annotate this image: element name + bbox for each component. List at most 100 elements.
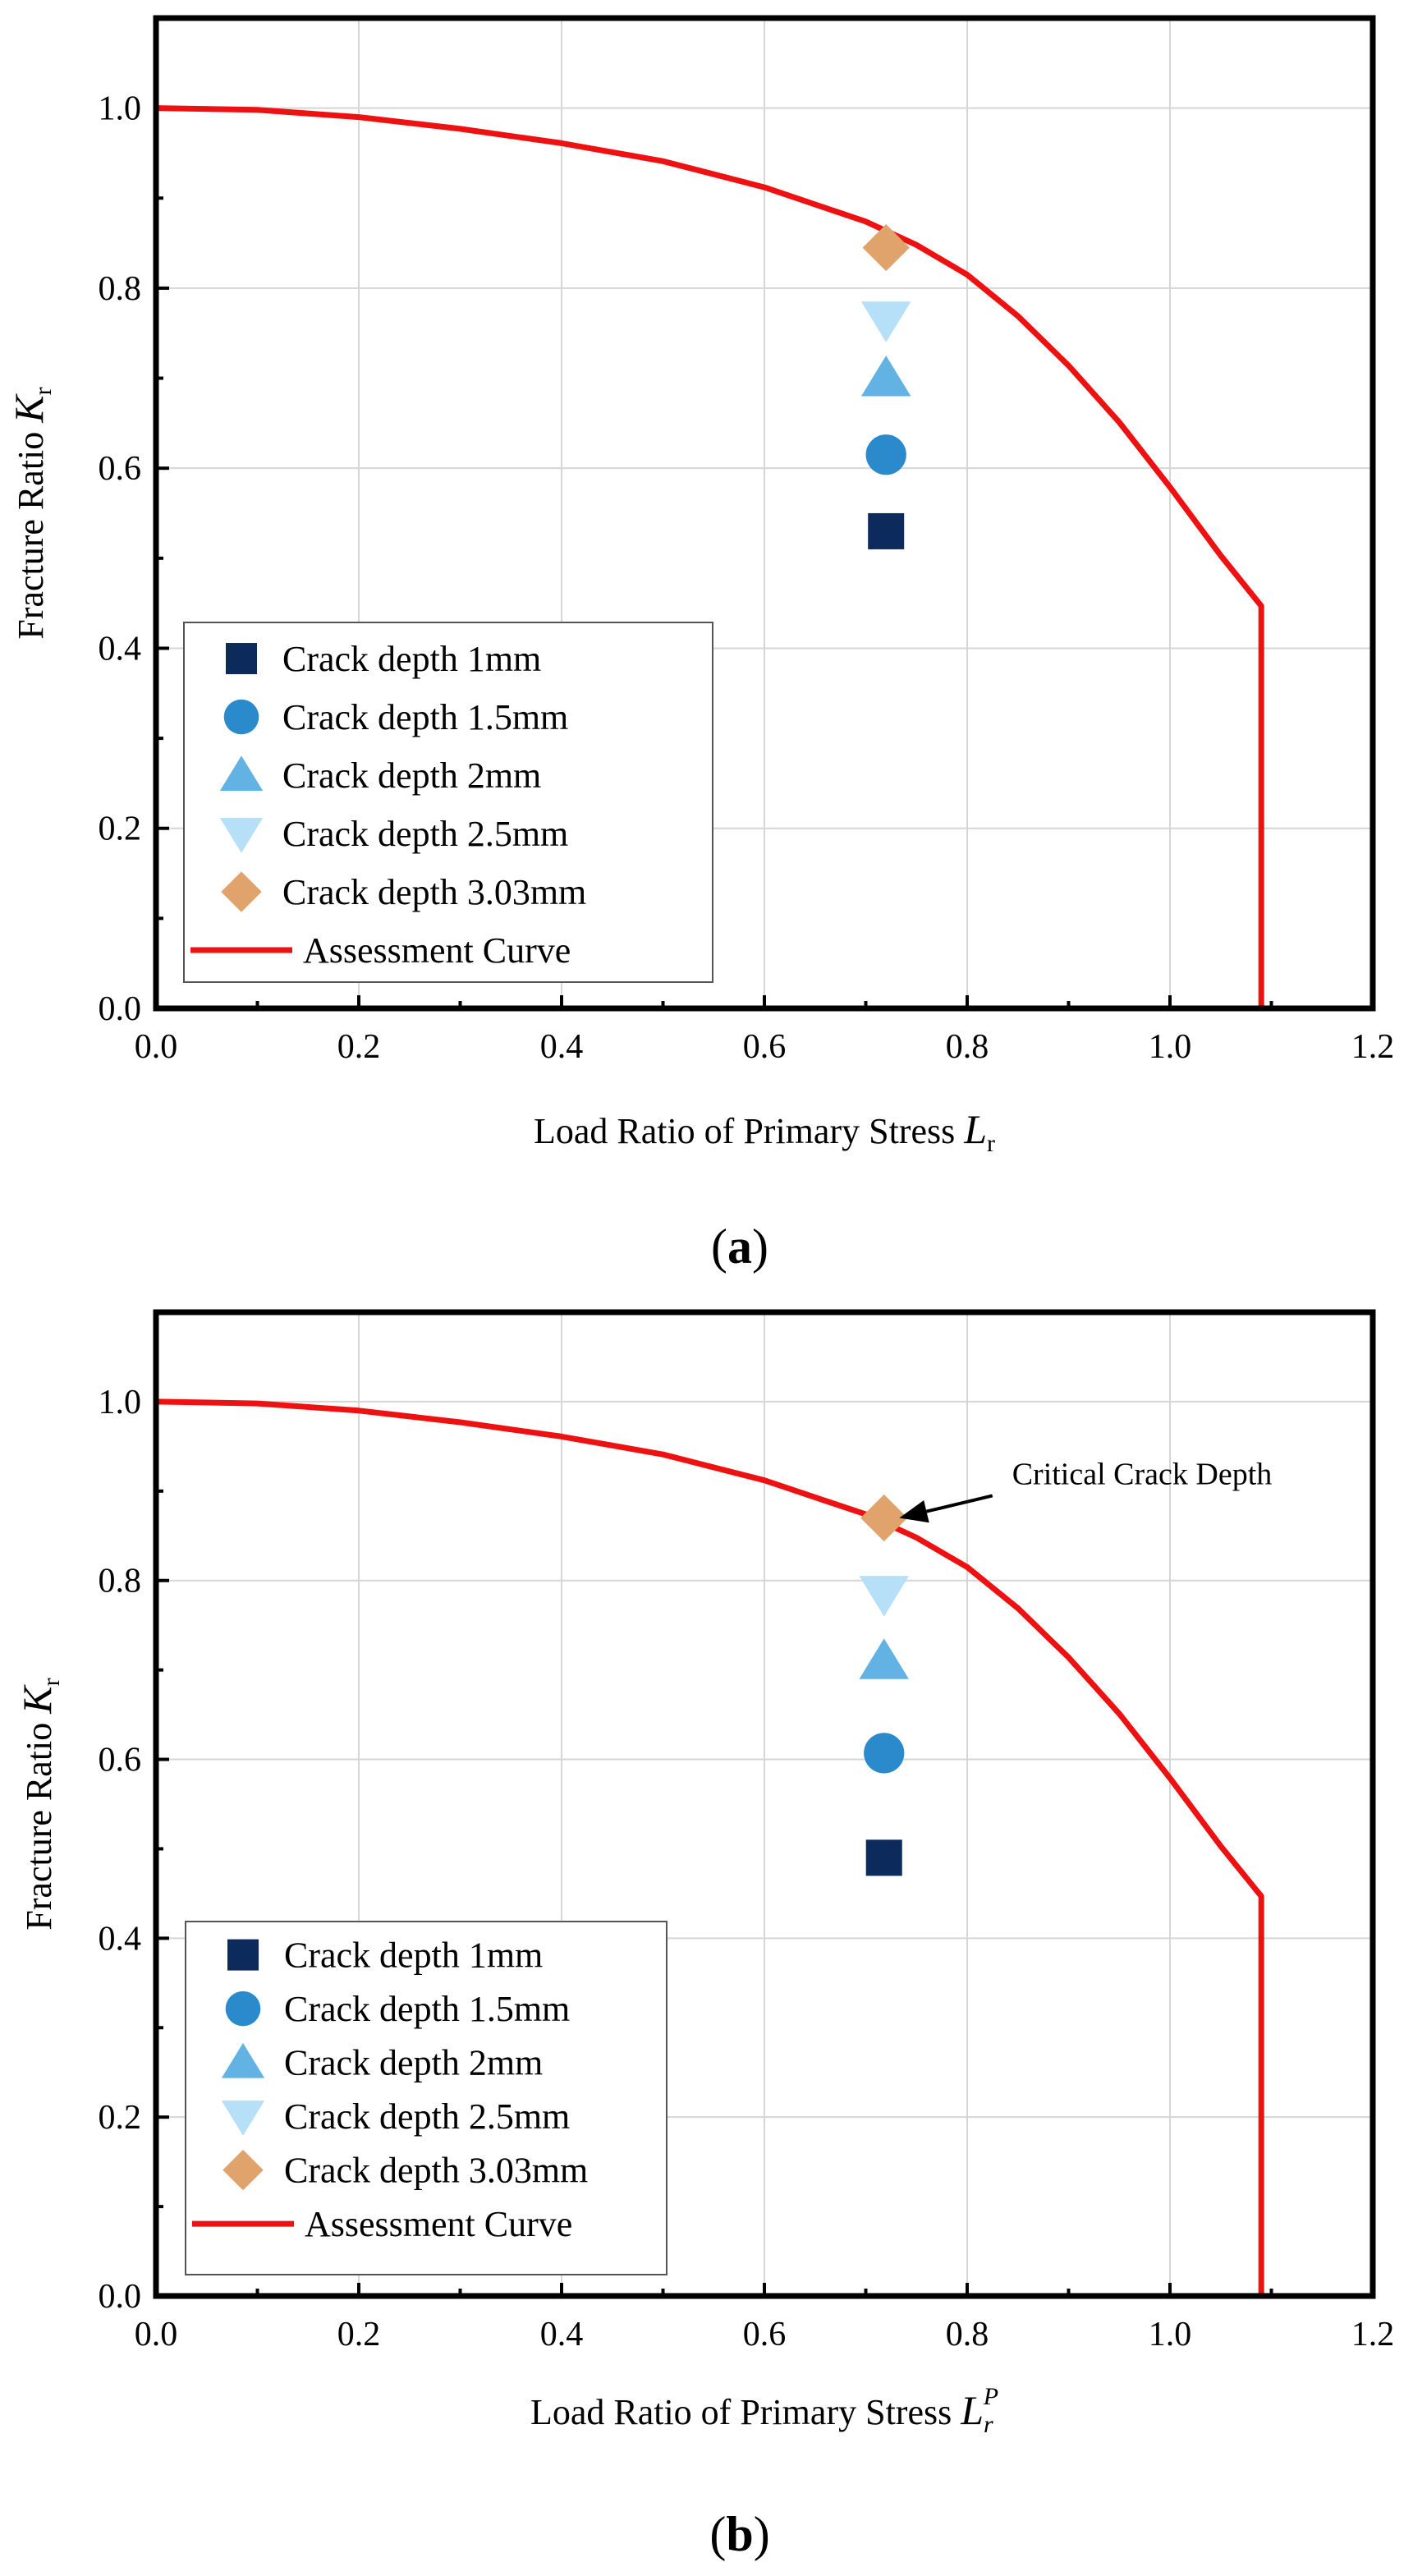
data-point-square bbox=[868, 512, 905, 549]
data-point-triangle-up bbox=[859, 1638, 909, 1679]
legend-marker-triangle-up bbox=[221, 2042, 265, 2078]
legend-label: Crack depth 1.5mm bbox=[284, 1989, 570, 2029]
legend-label: Crack depth 3.03mm bbox=[282, 872, 586, 912]
x-tick-label: 0.4 bbox=[540, 1028, 584, 1066]
data-points bbox=[859, 1494, 909, 1876]
caption-open: ( bbox=[711, 1219, 727, 1274]
x-tick-label: 0.2 bbox=[337, 2316, 381, 2353]
x-axis-label: Load Ratio of Primary Stress Lr bbox=[534, 1106, 995, 1157]
x-tick-label: 0.8 bbox=[946, 2316, 989, 2353]
y-tick-label: 0.8 bbox=[99, 1563, 142, 1600]
legend-label: Crack depth 1.5mm bbox=[282, 697, 568, 737]
x-tick-label: 1.2 bbox=[1351, 1028, 1395, 1066]
chart-b: 0.0 0.2 0.4 0.6 0.8 1.0 1.2 0.0 0.2 0.4 0.6 0.8 1.0 C… bbox=[14, 1309, 1395, 2561]
y-tick-label: 1.0 bbox=[99, 90, 142, 128]
caption-letter: b bbox=[726, 2507, 753, 2561]
legend-label: Crack depth 2mm bbox=[284, 2043, 543, 2083]
annotation-arrow-line bbox=[925, 1494, 993, 1513]
data-point-triangle-down bbox=[860, 301, 911, 342]
data-point-circle bbox=[865, 434, 906, 475]
legend: Crack depth 1mm Crack depth 1.5mm Crack de… bbox=[185, 1921, 668, 2275]
y-tick-label: 0.0 bbox=[99, 990, 142, 1028]
x-tick-label: 0.0 bbox=[135, 2316, 178, 2353]
x-tick-label: 0.4 bbox=[540, 2316, 584, 2353]
x-tick-label: 1.0 bbox=[1149, 1028, 1192, 1066]
legend: Crack depth 1mm Crack depth 1.5mm Crack de… bbox=[183, 622, 713, 983]
legend-marker-triangle-down bbox=[219, 818, 264, 853]
legend-label: Assessment Curve bbox=[303, 930, 571, 971]
assessment-curve bbox=[155, 1398, 1264, 2296]
data-point-triangle-up bbox=[860, 356, 911, 397]
x-tick-label: 0.2 bbox=[337, 1028, 381, 1066]
data-point-triangle-down bbox=[859, 1576, 909, 1617]
legend-label: Assessment Curve bbox=[305, 2204, 572, 2244]
x-axis-label-superscript: P bbox=[983, 2383, 998, 2410]
x-tick-label: 0.6 bbox=[743, 1028, 787, 1066]
legend-marker-diamond bbox=[223, 2149, 264, 2191]
x-tick-label: 0.8 bbox=[946, 1028, 989, 1066]
figure-b: 0.0 0.2 0.4 0.6 0.8 1.0 1.2 0.0 0.2 0.4 0.6 0.8 1.0 C… bbox=[0, 1288, 1413, 2575]
y-axis-label: Fracture Ratio Kr bbox=[14, 1678, 65, 1930]
legend-label: Crack depth 2.5mm bbox=[284, 2096, 570, 2137]
data-point-diamond bbox=[860, 1494, 908, 1542]
assessment-curve bbox=[155, 105, 1264, 1008]
data-points bbox=[860, 223, 911, 549]
x-axis-label-text: Load Ratio of Primary Stress bbox=[530, 2392, 961, 2432]
legend-label: Crack depth 3.03mm bbox=[284, 2151, 588, 2191]
chart-a: 0.0 0.2 0.4 0.6 0.8 1.0 1.2 0.0 0.2 0.4 0.6 0.8 1.0 C… bbox=[6, 15, 1395, 1274]
data-point-diamond bbox=[862, 223, 910, 272]
x-tick-label: 0.0 bbox=[135, 1028, 178, 1066]
data-point-circle bbox=[864, 1733, 905, 1774]
legend-marker-square bbox=[227, 1939, 259, 1971]
legend-marker-diamond bbox=[221, 871, 262, 912]
legend-marker-circle bbox=[225, 1991, 261, 2027]
y-tick-label: 0.6 bbox=[99, 450, 142, 488]
x-axis-label-subscript: r bbox=[984, 2411, 993, 2438]
data-point-square bbox=[865, 1839, 902, 1876]
plot-frame bbox=[153, 1309, 1376, 2299]
plot-frame bbox=[153, 15, 1376, 1012]
y-axis-label-subscript: r bbox=[38, 1678, 65, 1686]
y-axis-label-symbol: K bbox=[6, 393, 52, 424]
legend-label: Crack depth 1mm bbox=[282, 639, 541, 679]
y-tick-label: 0.6 bbox=[99, 1742, 142, 1779]
legend-box bbox=[183, 622, 713, 983]
x-axis-label: Load Ratio of Primary Stress LrP bbox=[530, 2383, 998, 2438]
legend-marker-square bbox=[226, 643, 257, 675]
legend-marker-triangle-up bbox=[219, 755, 264, 792]
caption-close: ) bbox=[752, 1219, 768, 1274]
figure-a: 0.0 0.2 0.4 0.6 0.8 1.0 1.2 0.0 0.2 0.4 0.6 0.8 1.0 C… bbox=[6, 15, 1395, 1274]
y-tick-label: 1.0 bbox=[99, 1384, 142, 1421]
y-axis-label: Fracture Ratio Kr bbox=[6, 387, 57, 639]
caption-open: ( bbox=[709, 2507, 726, 2561]
x-tick-label: 1.0 bbox=[1149, 2316, 1192, 2353]
x-axis-label-subscript: r bbox=[987, 1130, 995, 1157]
legend-label: Crack depth 1mm bbox=[284, 1935, 543, 1976]
y-tick-label: 0.8 bbox=[99, 270, 142, 308]
y-axis-label-text: Fracture Ratio bbox=[19, 1714, 59, 1931]
x-axis-label-symbol: L bbox=[963, 1106, 987, 1152]
caption-letter: a bbox=[727, 1219, 752, 1274]
annotation-label: Critical Crack Depth bbox=[1012, 1457, 1273, 1491]
y-tick-label: 0.4 bbox=[99, 630, 142, 668]
x-axis-label-symbol: L bbox=[960, 2387, 984, 2433]
legend-marker-circle bbox=[223, 699, 259, 735]
x-tick-label: 1.2 bbox=[1351, 2316, 1395, 2353]
y-tick-label: 0.4 bbox=[99, 1920, 142, 1958]
y-tick-label: 0.2 bbox=[99, 2099, 142, 2137]
y-axis-label-symbol: K bbox=[14, 1684, 60, 1715]
x-axis-label-text: Load Ratio of Primary Stress bbox=[534, 1111, 964, 1151]
figure-caption: (a) bbox=[711, 1219, 768, 1274]
y-tick-label: 0.0 bbox=[99, 2278, 142, 2316]
y-axis-label-subscript: r bbox=[30, 387, 57, 395]
figure-caption: (b) bbox=[709, 2507, 769, 2561]
y-tick-label: 0.2 bbox=[99, 810, 142, 848]
caption-close: ) bbox=[754, 2507, 770, 2561]
annotation-arrow-head bbox=[899, 1499, 929, 1523]
grid-lines bbox=[156, 1312, 1373, 2296]
legend-label: Crack depth 2mm bbox=[282, 755, 541, 796]
legend-box bbox=[185, 1921, 668, 2275]
legend-label: Crack depth 2.5mm bbox=[282, 814, 568, 854]
y-axis-label-text: Fracture Ratio bbox=[11, 423, 51, 640]
x-tick-label: 0.6 bbox=[743, 2316, 787, 2353]
